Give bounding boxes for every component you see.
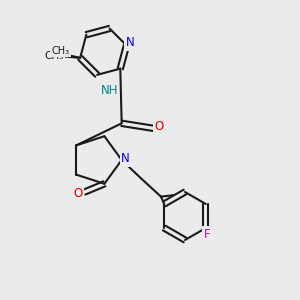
Text: O: O: [74, 187, 83, 200]
Text: CH₃: CH₃: [45, 51, 64, 61]
Text: N: N: [125, 36, 134, 49]
Text: CH₃: CH₃: [51, 46, 69, 56]
Text: F: F: [204, 227, 210, 241]
Text: N: N: [121, 152, 130, 166]
Text: NH: NH: [100, 85, 118, 98]
Text: O: O: [155, 120, 164, 133]
